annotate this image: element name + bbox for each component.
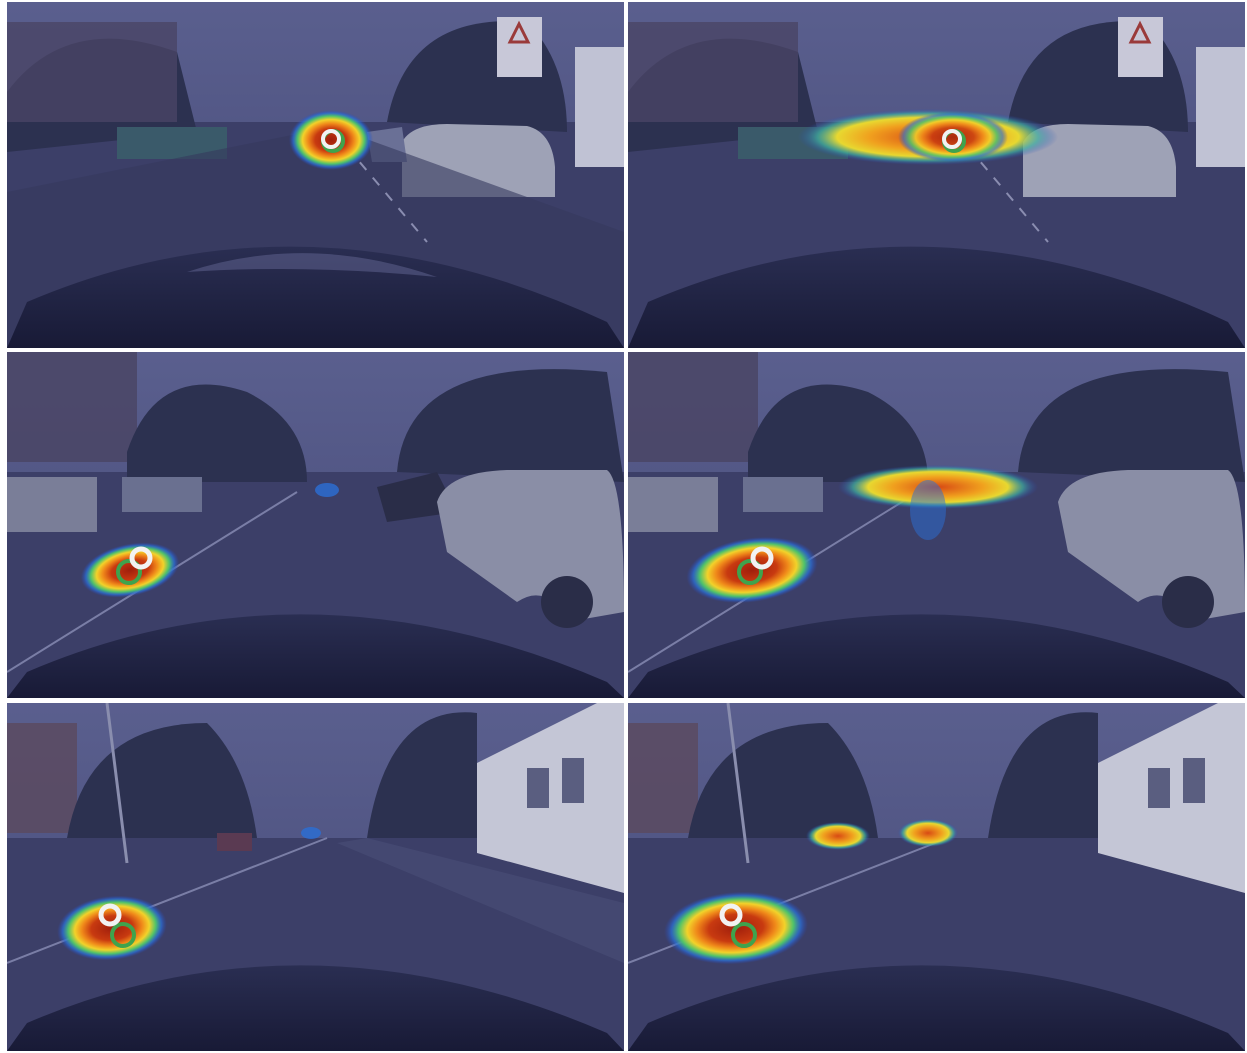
panel-row3-right — [628, 703, 1245, 1051]
panel-row2-left — [7, 352, 624, 698]
white-circle-marker — [719, 903, 743, 927]
car-hood — [628, 614, 1245, 698]
car-hood — [7, 965, 624, 1051]
white-circle-marker — [321, 129, 341, 149]
car-hood — [628, 965, 1245, 1051]
green-circle-marker — [731, 922, 757, 948]
warning-triangle-icon — [1128, 20, 1152, 44]
attention-heatmap — [686, 537, 818, 603]
attention-heatmap — [806, 822, 870, 850]
panel-row1-right — [628, 2, 1245, 348]
lamp-post — [726, 703, 750, 864]
panel-row2-right — [628, 352, 1245, 698]
building — [7, 22, 177, 122]
attention-heatmap — [289, 110, 373, 170]
attention-heatmap — [898, 819, 958, 847]
white-circle-marker — [942, 129, 962, 149]
warning-triangle-icon — [507, 20, 531, 44]
panel-row1-left — [7, 2, 624, 348]
white-building — [477, 703, 624, 893]
dumpster — [7, 477, 97, 532]
white-circle-marker — [129, 546, 153, 570]
billboard — [575, 47, 624, 167]
white-circle-marker — [750, 546, 774, 570]
lamp-post — [105, 703, 129, 864]
car-hood — [7, 614, 624, 698]
green-circle-marker — [110, 922, 136, 948]
building — [7, 352, 137, 462]
green-circle-marker — [116, 559, 142, 585]
attention-heatmap — [80, 542, 180, 598]
building — [7, 723, 77, 833]
parked-car — [1023, 124, 1176, 197]
car-hood — [7, 246, 624, 348]
white-building — [1098, 703, 1245, 893]
panel-row3-left — [7, 703, 624, 1051]
green-circle-marker — [737, 559, 763, 585]
car-hood — [628, 246, 1245, 348]
attention-heatmap — [57, 895, 167, 961]
white-circle-marker — [98, 903, 122, 927]
